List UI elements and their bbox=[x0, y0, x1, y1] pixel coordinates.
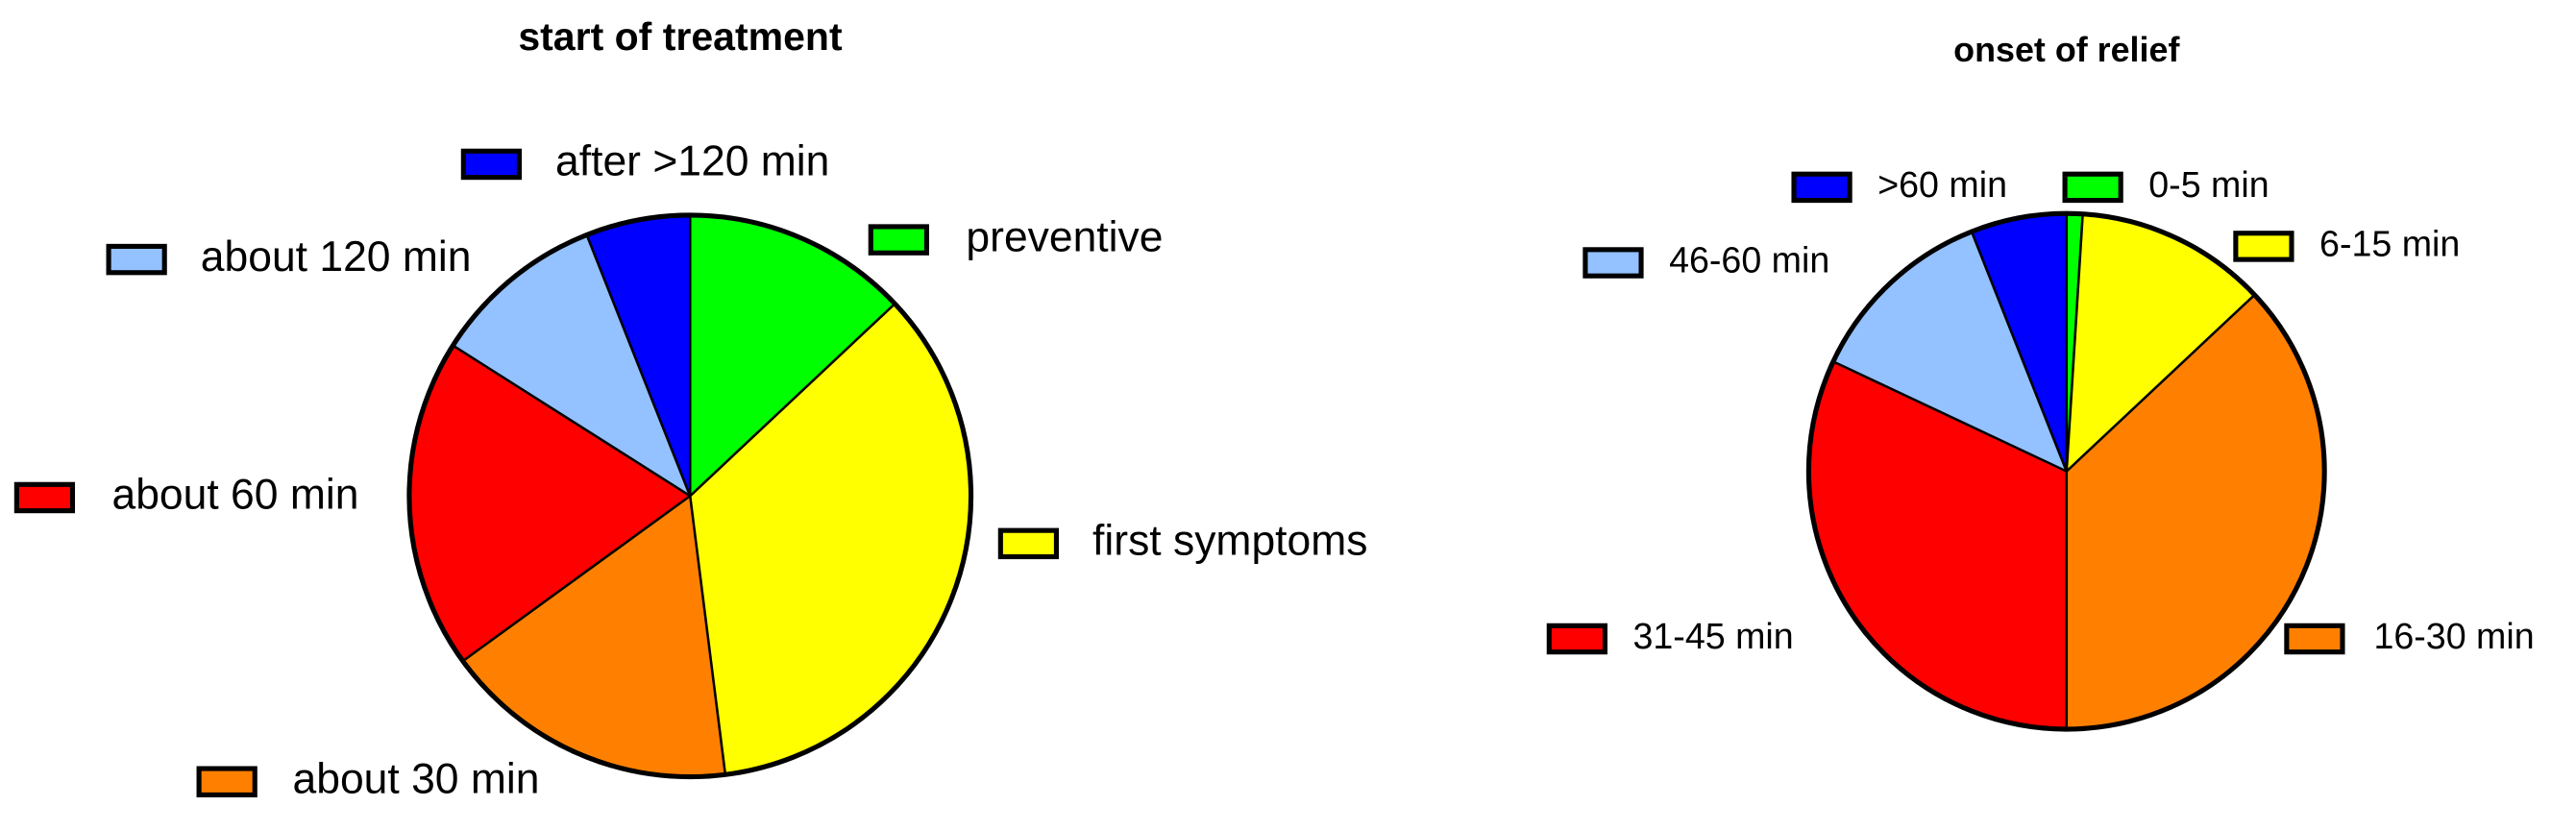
pie-slice bbox=[690, 304, 971, 775]
legend-label: about 60 min bbox=[112, 472, 359, 519]
legend-swatch bbox=[1791, 171, 1852, 204]
slice-border bbox=[1832, 360, 2068, 473]
legend-label: about 30 min bbox=[293, 755, 540, 802]
legend-label: 46-60 min bbox=[1669, 239, 1829, 280]
legend-label: >60 min bbox=[1877, 164, 2007, 205]
pie-slice bbox=[408, 345, 691, 662]
slice-border bbox=[2065, 213, 2084, 472]
pie-slice bbox=[2066, 294, 2325, 730]
chart-title: onset of relief bbox=[1953, 31, 2180, 69]
legend-swatch bbox=[2062, 171, 2123, 204]
chart-title: start of treatment bbox=[518, 14, 843, 59]
legend-label: about 120 min bbox=[201, 233, 472, 281]
legend-label: 31-45 min bbox=[1632, 616, 1793, 656]
pie-outline bbox=[1805, 210, 2327, 732]
pie-slice bbox=[2066, 213, 2255, 472]
pie-slice bbox=[1971, 213, 2067, 472]
slice-border bbox=[689, 303, 896, 498]
legend-swatch bbox=[106, 243, 167, 276]
slice-border bbox=[461, 495, 692, 663]
legend-label: 16-30 min bbox=[2373, 616, 2534, 656]
legend-label: 6-15 min bbox=[2319, 223, 2460, 263]
pie-slice bbox=[1832, 232, 2067, 472]
legend-swatch bbox=[460, 148, 523, 181]
legend-swatch bbox=[13, 481, 76, 514]
slice-border bbox=[2065, 293, 2256, 473]
slice-border bbox=[585, 233, 692, 497]
legend-swatch bbox=[2284, 623, 2345, 655]
pie-slice bbox=[462, 496, 725, 777]
legend-swatch bbox=[1546, 623, 1607, 655]
pie-outline bbox=[406, 212, 974, 780]
legend-label: preventive bbox=[966, 213, 1163, 260]
legend-label: after >120 min bbox=[555, 138, 829, 185]
pie-slice bbox=[690, 214, 895, 497]
legend-label: 0-5 min bbox=[2148, 164, 2269, 205]
legend-swatch bbox=[2233, 231, 2294, 262]
legend-swatch bbox=[868, 224, 929, 256]
legend-swatch bbox=[997, 527, 1060, 560]
legend-swatch bbox=[196, 766, 258, 797]
slice-border bbox=[688, 496, 727, 775]
legend-label: first symptoms bbox=[1092, 518, 1367, 565]
pie-slice bbox=[1808, 361, 2067, 730]
legend-swatch bbox=[1582, 247, 1644, 279]
slice-border bbox=[452, 344, 691, 498]
slice-border bbox=[1970, 231, 2068, 473]
pie-slice bbox=[586, 214, 691, 497]
pie-slice bbox=[453, 234, 691, 497]
